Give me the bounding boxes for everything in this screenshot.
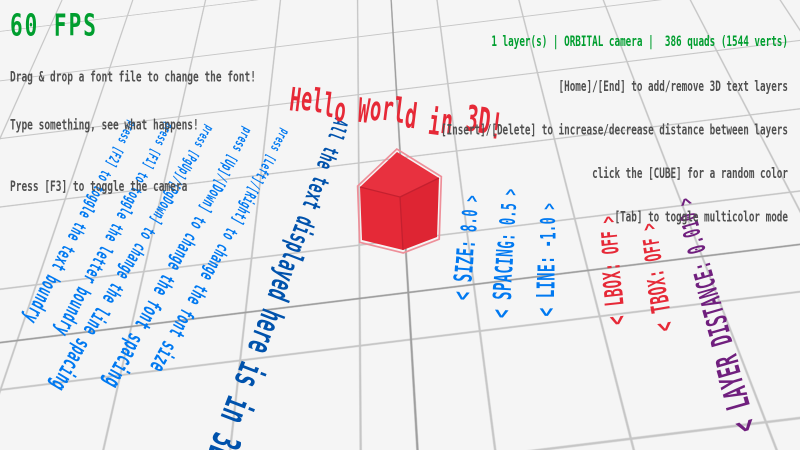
layers-hint: [Home]/[End] to add/remove 3D text layer… [558, 78, 789, 95]
cube[interactable] [353, 146, 447, 254]
multicolor-hint: [Tab] to toggle multicolor mode [614, 209, 788, 226]
cube-click-hint: click the [CUBE] for a random color [592, 165, 788, 183]
cube-top-face [360, 152, 439, 197]
cube-wire-outline [356, 147, 443, 254]
drag-drop-font-hint: Drag & drop a font file to change the fo… [10, 68, 256, 86]
cube-right-face [400, 178, 439, 250]
status-line: 1 layer(s) | ORBITAL camera | 386 quads … [491, 34, 788, 52]
type-something-hint: Type something, see what happens! [10, 117, 199, 134]
fps-counter: 60 FPS [10, 8, 98, 43]
hud-left-help: Drag & drop a font file to change the fo… [10, 38, 256, 230]
cube-edges [359, 177, 440, 251]
hud-right-help: 1 layer(s) | ORBITAL camera | 386 quads … [441, 7, 788, 254]
cube-left-face [360, 187, 403, 250]
toggle-camera-hint: Press [F3] to toggle the camera [10, 179, 188, 197]
layer-distance-hint: [Insert]/[Delete] to increase/decrease d… [440, 121, 788, 139]
